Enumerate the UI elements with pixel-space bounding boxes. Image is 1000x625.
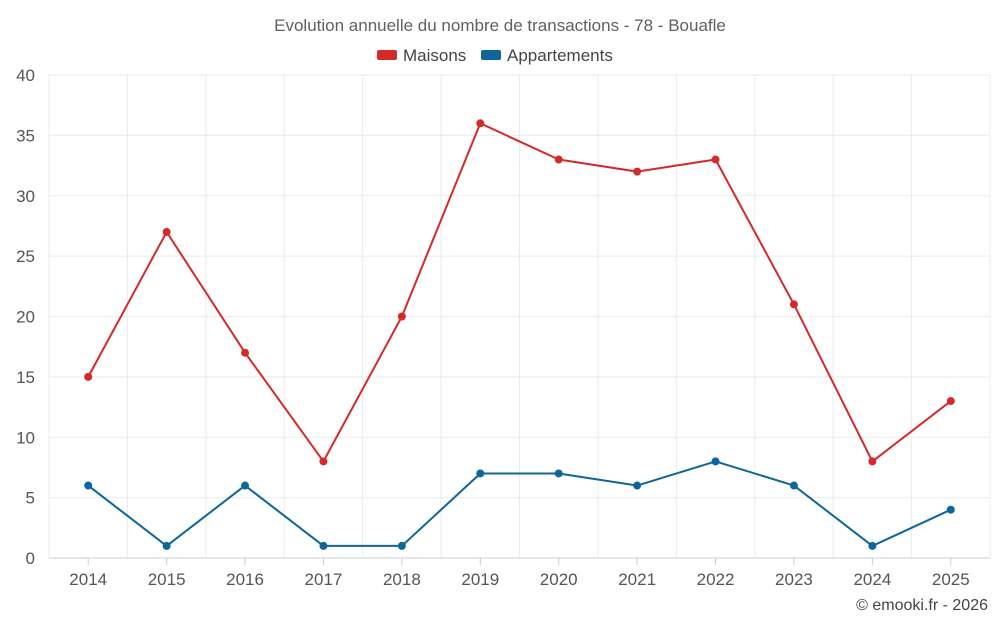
x-tick-label: 2014 <box>69 570 107 589</box>
data-point-appartements-2023[interactable] <box>789 481 798 490</box>
y-tick-label: 20 <box>16 308 35 327</box>
chart-title: Evolution annuelle du nombre de transact… <box>274 16 726 35</box>
data-point-maisons-2025[interactable] <box>946 397 955 406</box>
series-appartements <box>84 457 955 550</box>
y-tick-label: 0 <box>26 549 35 568</box>
y-tick-label: 30 <box>16 187 35 206</box>
x-tick-label: 2019 <box>461 570 499 589</box>
data-point-appartements-2019[interactable] <box>476 469 485 478</box>
credit-text: © emooki.fr - 2026 <box>856 597 988 614</box>
data-point-maisons-2022[interactable] <box>711 155 720 164</box>
data-point-appartements-2021[interactable] <box>633 481 642 490</box>
x-tick-label: 2016 <box>226 570 264 589</box>
data-point-appartements-2017[interactable] <box>319 541 328 550</box>
data-point-maisons-2015[interactable] <box>162 227 171 236</box>
data-point-maisons-2018[interactable] <box>397 312 406 321</box>
y-tick-label: 35 <box>16 126 35 145</box>
data-point-maisons-2016[interactable] <box>241 348 250 357</box>
data-point-appartements-2015[interactable] <box>162 541 171 550</box>
data-point-maisons-2021[interactable] <box>633 167 642 176</box>
grid <box>48 74 991 559</box>
series-line-appartements[interactable] <box>87 460 952 547</box>
x-tick-label: 2025 <box>932 570 970 589</box>
data-point-appartements-2014[interactable] <box>84 481 93 490</box>
series-maisons <box>84 119 955 466</box>
data-point-maisons-2020[interactable] <box>554 155 563 164</box>
series-line-maisons[interactable] <box>87 122 952 463</box>
x-tick-label: 2020 <box>540 570 578 589</box>
data-point-maisons-2023[interactable] <box>789 300 798 309</box>
y-tick-label: 40 <box>16 66 35 85</box>
x-tick-label: 2023 <box>775 570 813 589</box>
legend-marker-maisons[interactable] <box>377 50 397 60</box>
data-point-appartements-2018[interactable] <box>397 541 406 550</box>
data-point-appartements-2024[interactable] <box>868 541 877 550</box>
legend-label-appartements[interactable]: Appartements <box>507 46 613 65</box>
legend: Maisons Appartements <box>377 46 613 65</box>
data-point-appartements-2016[interactable] <box>241 481 250 490</box>
legend-label-maisons[interactable]: Maisons <box>403 46 466 65</box>
y-tick-label: 5 <box>26 489 35 508</box>
x-tick-label: 2021 <box>618 570 656 589</box>
x-tick-label: 2024 <box>853 570 891 589</box>
y-tick-label: 10 <box>16 428 35 447</box>
y-tick-label: 25 <box>16 247 35 266</box>
x-tick-label: 2022 <box>697 570 735 589</box>
y-tick-label: 15 <box>16 368 35 387</box>
legend-marker-appartements[interactable] <box>481 50 501 60</box>
x-tick-label: 2015 <box>148 570 186 589</box>
data-point-maisons-2017[interactable] <box>319 457 328 466</box>
series-layer <box>84 119 955 550</box>
y-axis: 0 5 10 15 20 25 30 35 40 <box>16 66 35 568</box>
x-axis: 2014 2015 2016 2017 2018 2019 2020 2021 2022 2023… <box>69 558 970 589</box>
data-point-maisons-2024[interactable] <box>868 457 877 466</box>
data-point-appartements-2022[interactable] <box>711 457 720 466</box>
data-point-maisons-2019[interactable] <box>476 119 485 128</box>
x-tick-label: 2018 <box>383 570 421 589</box>
data-point-appartements-2020[interactable] <box>554 469 563 478</box>
data-point-appartements-2025[interactable] <box>946 505 955 514</box>
data-point-maisons-2014[interactable] <box>84 372 93 381</box>
x-tick-label: 2017 <box>305 570 343 589</box>
